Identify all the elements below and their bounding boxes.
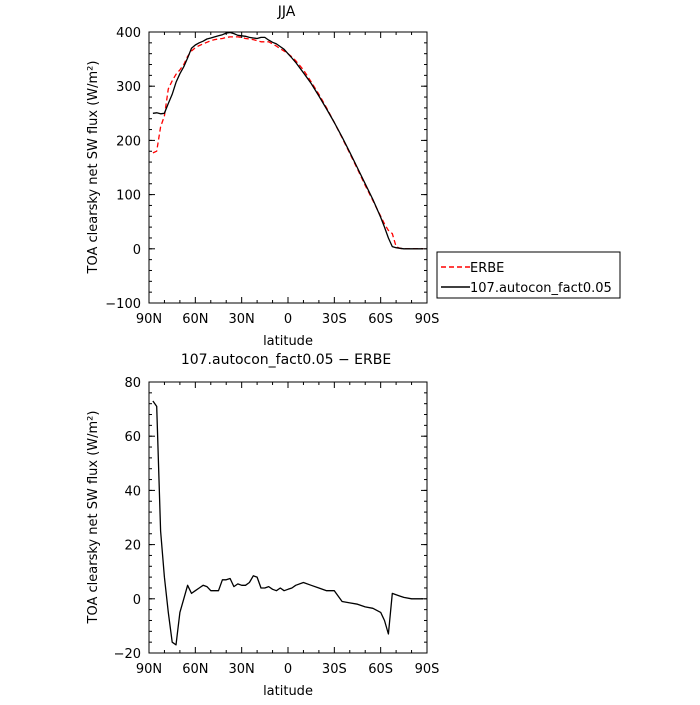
top-x-tick-label: 30N	[229, 312, 255, 327]
top-chart-title: JJA	[277, 4, 296, 20]
top-x-tick-label: 90N	[136, 312, 162, 327]
bottom-x-tick-label: 90N	[136, 662, 162, 677]
top-chart-ylabel: TOA clearsky net SW flux (W/m²)	[86, 61, 101, 275]
legend-label-model: 107.autocon_fact0.05	[470, 281, 612, 296]
bottom-chart-ticks: 90N 60N 30N 0 30S 60S 90S −20 0 20 40 60 80	[114, 376, 440, 677]
top-chart-xlabel: latitude	[263, 334, 313, 349]
bottom-chart-xlabel: latitude	[263, 684, 313, 699]
bottom-y-tick-label: 0	[133, 593, 141, 608]
bottom-chart-ylabel: TOA clearsky net SW flux (W/m²)	[86, 411, 101, 625]
bottom-x-tick-label: 30S	[322, 662, 347, 677]
bottom-x-tick-label: 60N	[182, 662, 208, 677]
top-y-tick-label: −100	[105, 297, 141, 312]
bottom-y-tick-label: 40	[124, 484, 141, 499]
bottom-chart: 107.autocon_fact0.05 − ERBE 90N 60N 30N 0 30…	[86, 352, 439, 699]
bottom-x-tick-label: 0	[284, 662, 292, 677]
bottom-chart-series	[152, 400, 424, 646]
bottom-x-tick-label: 90S	[415, 662, 440, 677]
bottom-x-tick-label: 30N	[229, 662, 255, 677]
top-chart-series	[152, 31, 424, 250]
top-y-tick-label: 300	[116, 80, 141, 95]
top-x-tick-label: 30S	[322, 312, 347, 327]
top-x-tick-label: 90S	[415, 312, 440, 327]
top-y-tick-label: 400	[116, 26, 141, 41]
bottom-chart-title: 107.autocon_fact0.05 − ERBE	[181, 352, 391, 368]
bottom-y-tick-label: −20	[114, 647, 141, 662]
top-y-tick-label: 100	[116, 189, 141, 204]
top-x-tick-label: 60S	[368, 312, 393, 327]
top-chart-legend: ERBE 107.autocon_fact0.05	[436, 251, 621, 299]
top-plot-frame	[148, 31, 428, 304]
bottom-series-line-0	[152, 400, 424, 646]
legend-box	[436, 251, 621, 299]
bottom-y-tick-label: 20	[124, 539, 141, 554]
top-chart-ticks: 90N 60N 30N 0 30S 60S 90S −100 0 100 200 300 400	[105, 26, 439, 327]
bottom-x-tick-label: 60S	[368, 662, 393, 677]
top-x-tick-label: 0	[284, 312, 292, 327]
bottom-y-tick-label: 60	[124, 430, 141, 445]
bottom-plot-frame	[148, 381, 428, 654]
legend-label-erbe: ERBE	[470, 261, 504, 276]
bottom-y-tick-label: 80	[124, 376, 141, 391]
top-series-line-1	[152, 31, 424, 250]
top-y-tick-label: 0	[133, 243, 141, 258]
top-chart: JJA 90N 60N 30N 0 30S 60S 90S −100 0 100 200 300 400…	[86, 4, 621, 349]
top-series-line-0	[152, 36, 424, 250]
top-x-tick-label: 60N	[182, 312, 208, 327]
top-y-tick-label: 200	[116, 134, 141, 149]
